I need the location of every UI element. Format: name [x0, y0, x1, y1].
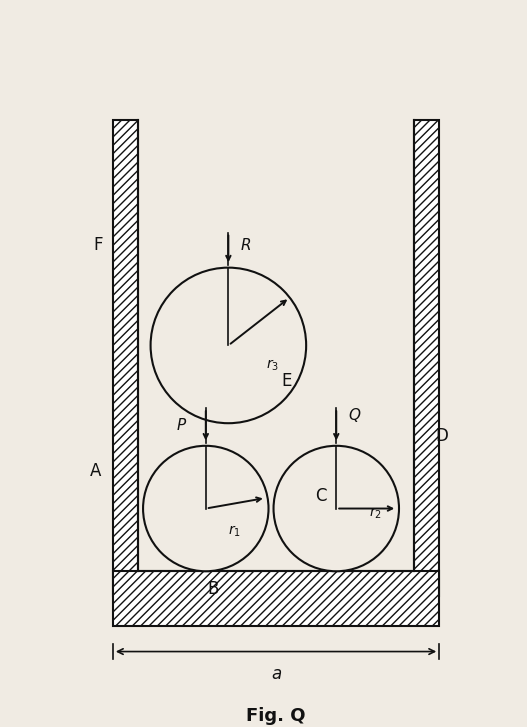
Text: P: P	[177, 418, 186, 433]
Text: a: a	[271, 665, 281, 683]
Bar	[414, 120, 439, 596]
Text: C: C	[316, 487, 327, 505]
Text: F: F	[93, 236, 103, 254]
Bar	[113, 571, 439, 627]
Text: $r_1$: $r_1$	[228, 523, 241, 539]
Text: E: E	[281, 371, 291, 390]
Circle shape	[151, 268, 306, 423]
Text: $r_2$: $r_2$	[369, 506, 382, 521]
Text: $r_3$: $r_3$	[266, 358, 279, 374]
Bar	[113, 120, 138, 596]
Text: B: B	[208, 580, 219, 598]
Text: D: D	[435, 427, 448, 445]
Text: A: A	[90, 462, 101, 480]
Text: R: R	[241, 238, 251, 252]
Circle shape	[143, 446, 269, 571]
Circle shape	[274, 446, 399, 571]
Text: Q: Q	[349, 408, 361, 423]
Text: Fig. Q: Fig. Q	[246, 707, 306, 725]
